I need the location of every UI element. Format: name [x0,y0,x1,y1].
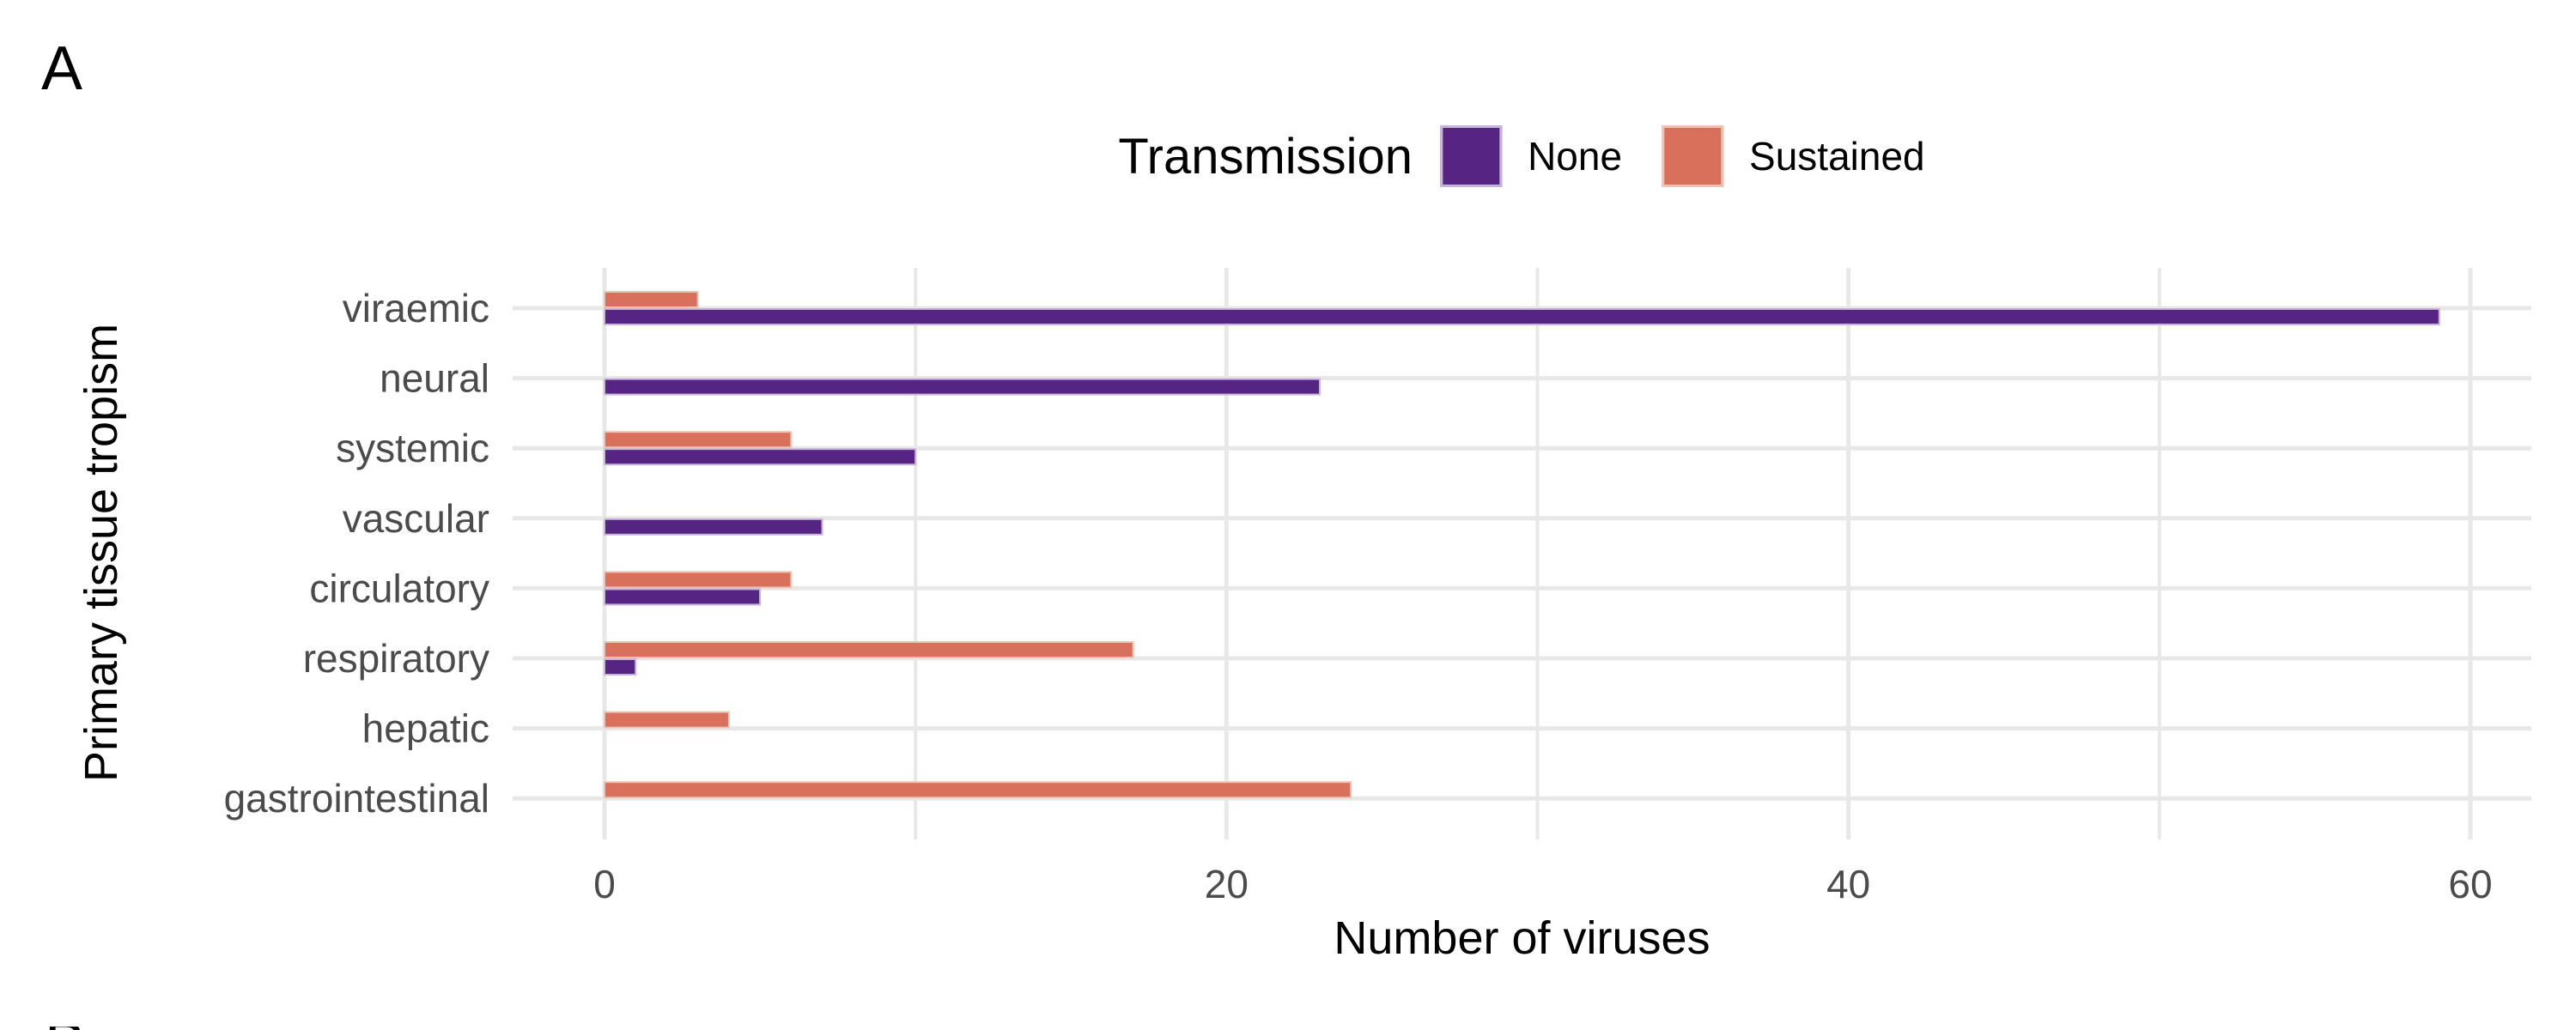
legend-item-sustained: Sustained [1662,125,1925,187]
y-tick-label-neural: neural [380,356,489,401]
y-tick-label-viraemic: viraemic [343,286,489,330]
bar-gastrointestinal-sustained [604,781,1352,799]
bar-hepatic-sustained [604,711,730,729]
legend-label-sustained: Sustained [1749,134,1925,179]
bar-circulatory-sustained [604,571,793,589]
legend-label-none: None [1528,134,1623,179]
panel-label-b-partial: B [45,1027,113,1030]
bar-neural-none [604,378,1321,396]
bar-systemic-sustained [604,431,793,449]
x-tick-label-20: 20 [1205,862,1249,906]
x-tick-label-60: 60 [2448,862,2492,906]
legend-title: Transmission [1118,128,1413,185]
y-tick-label-systemic: systemic [336,426,489,470]
y-tick-label-circulatory: circulatory [309,566,489,610]
bar-circulatory-none [604,588,762,606]
bar-vascular-none [604,518,823,536]
bar-systemic-none [604,448,917,466]
legend-item-none: None [1440,125,1622,187]
bar-respiratory-none [604,658,637,676]
x-tick-label-40: 40 [1826,862,1870,906]
y-tick-label-hepatic: hepatic [362,706,489,751]
legend-swatch-none [1440,125,1503,187]
y-axis-title: Primary tissue tropism [76,323,127,783]
panel-label-a: A [41,34,83,103]
legend-swatch-sustained [1662,125,1724,187]
y-tick-label-vascular: vascular [343,496,489,541]
bar-viraemic-none [604,308,2440,325]
legend: Transmission None Sustained [1118,125,1925,187]
x-tick-label-0: 0 [593,862,616,906]
bar-viraemic-sustained [604,291,699,308]
x-axis-title: Number of viruses [1334,912,1710,964]
bar-respiratory-sustained [604,641,1134,658]
y-tick-label-respiratory: respiratory [303,636,489,681]
y-tick-label-gastrointestinal: gastrointestinal [224,776,489,821]
